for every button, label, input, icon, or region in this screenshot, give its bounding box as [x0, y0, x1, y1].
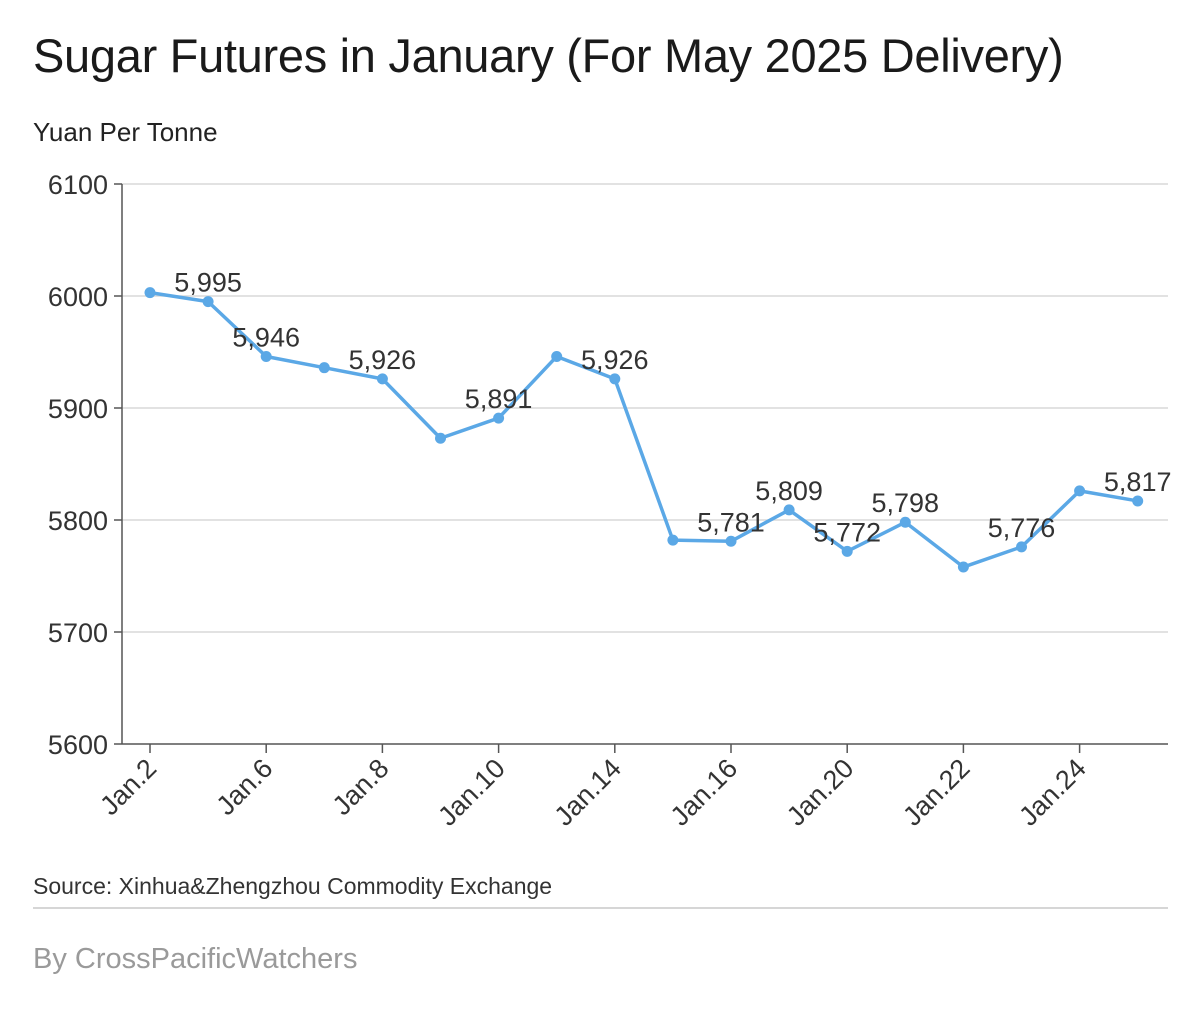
data-point	[783, 504, 795, 516]
data-point	[899, 516, 911, 528]
x-tick-label: Jan.14	[548, 753, 627, 832]
data-label: 5,926	[349, 345, 417, 375]
series-line	[149, 290, 1138, 569]
data-point	[435, 432, 446, 444]
data-point	[1132, 495, 1144, 507]
data-point	[667, 534, 679, 546]
x-tick-label: Jan.22	[897, 753, 976, 832]
y-tick-label: 6100	[48, 170, 108, 200]
data-label: 5,891	[465, 384, 533, 414]
data-point	[260, 350, 272, 362]
byline: By CrossPacificWatchers	[33, 943, 358, 975]
y-axis-unit-label: Yuan Per Tonne	[33, 117, 218, 147]
data-label: 5,995	[174, 268, 242, 298]
x-tick-label: Jan.8	[327, 753, 395, 821]
x-tick-label: Jan.6	[211, 753, 279, 821]
data-point	[1074, 485, 1086, 497]
data-point	[493, 412, 505, 424]
data-label: 5,781	[697, 507, 765, 537]
y-tick-label: 5900	[48, 394, 108, 424]
x-axis: Jan.2 Jan.6 Jan.8 Jan.10 Jan.14 Jan.16 Jan.20 J…	[94, 743, 1168, 832]
data-label: 5,798	[872, 488, 940, 518]
data-series	[144, 287, 1144, 573]
data-point	[725, 535, 737, 547]
data-label: 5,809	[755, 476, 823, 506]
x-tick-label: Jan.2	[94, 753, 162, 821]
data-point	[202, 296, 214, 308]
data-point	[1016, 541, 1027, 553]
x-tick-label: Jan.20	[781, 753, 860, 832]
source-note: Source: Xinhua&Zhengzhou Commodity Excha…	[33, 873, 553, 899]
data-point	[551, 350, 563, 362]
y-tick-label: 6000	[48, 282, 108, 312]
y-axis: 5600 5700 5800 5900 6000 6100	[48, 170, 123, 760]
grid-lines	[122, 183, 1168, 633]
line-chart: 5600 5700 5800 5900 6000 6100 Jan.2 Jan.6 Jan.8…	[48, 170, 1172, 832]
data-point	[318, 362, 330, 374]
y-tick-label: 5600	[48, 730, 108, 760]
data-point	[957, 561, 969, 573]
data-label: 5,817	[1104, 467, 1172, 497]
data-label: 5,776	[988, 513, 1056, 543]
x-tick-label: Jan.10	[432, 753, 511, 832]
footer-divider	[33, 907, 1168, 909]
data-point	[144, 287, 156, 299]
data-point	[376, 373, 388, 385]
chart-title: Sugar Futures in January (For May 2025 D…	[33, 29, 1064, 82]
data-point	[609, 373, 621, 385]
x-tick-label: Jan.24	[1013, 753, 1092, 832]
y-tick-label: 5700	[48, 618, 108, 648]
x-tick-label: Jan.16	[665, 753, 744, 832]
data-label: 5,926	[581, 345, 649, 375]
y-tick-label: 5800	[48, 506, 108, 536]
data-point	[841, 545, 853, 557]
data-label: 5,772	[813, 517, 881, 547]
data-label: 5,946	[232, 322, 300, 352]
